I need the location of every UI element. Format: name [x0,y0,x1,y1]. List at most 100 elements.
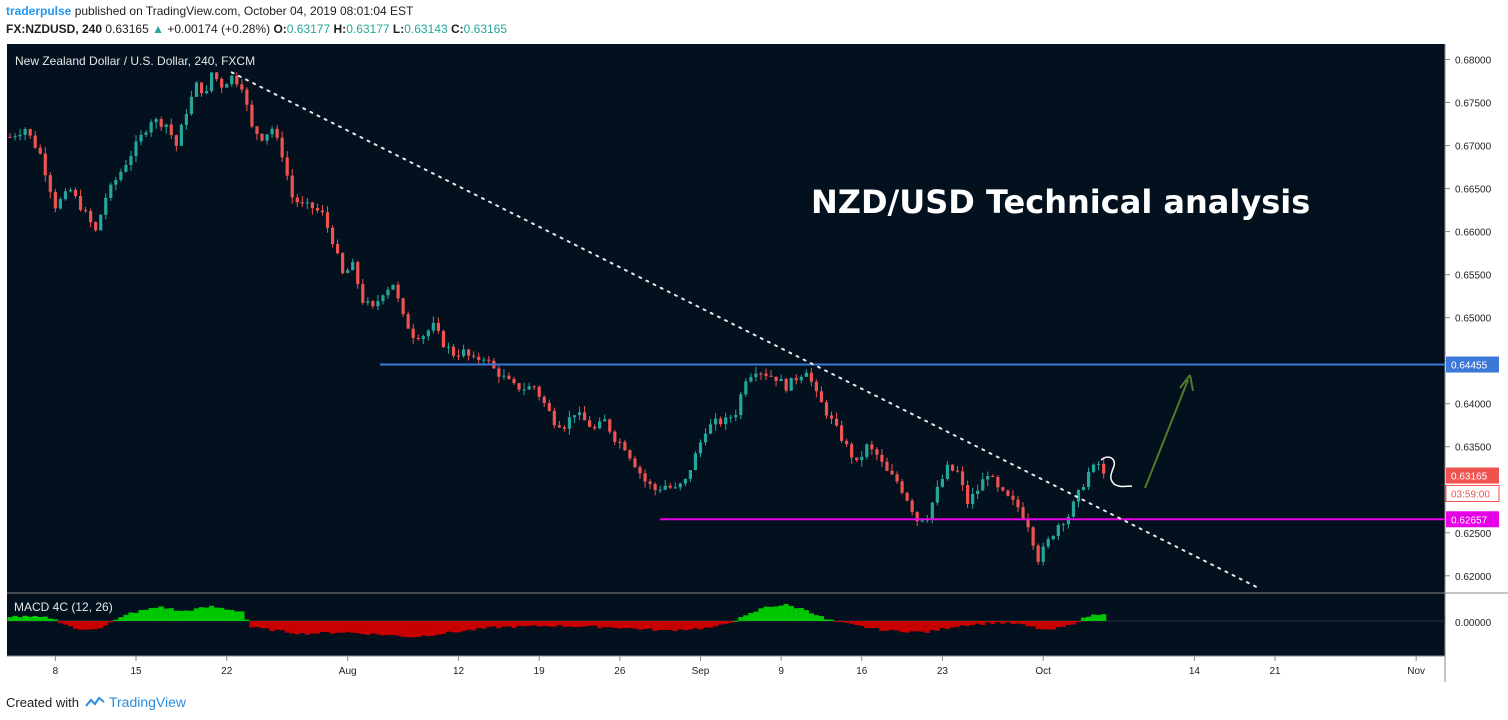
macd-bar [949,621,956,628]
macd-bar [788,605,794,621]
candle [582,406,587,421]
macd-bar [566,621,573,627]
candle [653,482,657,496]
macd-bar [859,621,865,626]
candle [84,206,88,213]
annotation-text[interactable]: NZD/USD Technical analysis [811,183,1310,221]
candle [648,479,652,490]
candle [678,482,682,491]
macd-bar [975,621,981,624]
candle [421,334,425,344]
candle [875,447,879,461]
candle [638,465,642,479]
macd-bar [415,621,421,637]
macd-bar [83,621,89,630]
candle [799,375,803,384]
candle [1026,513,1030,532]
candle [497,365,501,384]
macd-bar [995,621,1001,623]
macd-bar [254,621,260,627]
candle [330,225,335,248]
candle [33,130,37,149]
candle [900,478,904,495]
candle [966,480,970,508]
candle [764,368,768,381]
macd-bar [743,615,749,621]
candle [824,400,829,419]
candle [1006,489,1010,497]
candle [300,195,304,208]
macd-bar [1005,621,1011,623]
macd-bar [990,621,996,625]
time-tick-label-11: Oct [1035,666,1051,677]
macd-bar [224,609,230,621]
candle [834,412,839,428]
candle [779,374,783,382]
candle [945,461,950,481]
candle [618,438,622,449]
candle [164,123,168,134]
macd-bar [980,621,986,625]
price-axis[interactable] [1445,44,1508,656]
chart-background[interactable] [7,44,1445,656]
candle [1061,522,1065,532]
time-tick-label-13: 21 [1269,666,1281,677]
symbol-label: FX:NZDUSD, 240 [6,22,103,36]
publisher-name[interactable]: traderpulse [6,4,72,18]
tradingview-brand[interactable]: TradingView [108,694,187,710]
macd-bar [88,621,94,630]
candle [668,482,672,490]
candle [567,410,572,435]
macd-bar [335,621,341,633]
candle [78,189,83,212]
macd-bar [632,621,638,629]
macd-bar [864,621,870,629]
time-tick-label-5: 19 [534,666,546,677]
candle [43,147,47,182]
candle [840,420,844,443]
time-axis[interactable] [7,656,1445,682]
macd-bar [183,610,189,621]
candle [406,311,410,329]
macd-bar [612,621,618,629]
published-text: published on TradingView.com, October 04… [74,4,414,18]
price-chart[interactable]: 0.68000 0.67500 0.67000 0.66500 0.66000 0.655… [0,0,1508,690]
candle [683,478,687,487]
candle [593,424,597,431]
candle [310,201,314,215]
candle [588,416,592,428]
candle [436,317,440,334]
macd-bar [652,621,658,631]
time-tick-label-3: Aug [339,666,357,677]
macd-bar [844,621,850,623]
macd-bar [203,607,210,621]
macd-bar [894,621,900,631]
macd-bar [324,621,331,633]
trendline[interactable] [230,71,1261,590]
candle [950,464,955,472]
projection-arrow-shaft [1144,379,1189,489]
macd-bar [319,621,326,632]
footer: Created with TradingView [6,694,186,710]
candle [487,355,491,365]
candle [542,395,546,408]
macd-bar [959,621,966,626]
candle [719,416,723,427]
macd-bar [1085,616,1092,621]
macd-bar [687,621,693,630]
candle [623,439,627,451]
macd-bar [471,621,477,631]
horizontal-levels[interactable] [380,363,1445,521]
macd-bar [350,621,356,633]
macd-bar [118,617,124,621]
macd-bar [1015,621,1021,624]
macd-bar [52,619,58,621]
candle [467,348,471,361]
candle [910,498,914,516]
support-price-label: 0.62657 [1446,511,1499,528]
candle [114,176,118,191]
candle [850,442,854,464]
macd-bar [541,621,547,627]
macd-bar [229,609,235,621]
candle [89,208,93,228]
